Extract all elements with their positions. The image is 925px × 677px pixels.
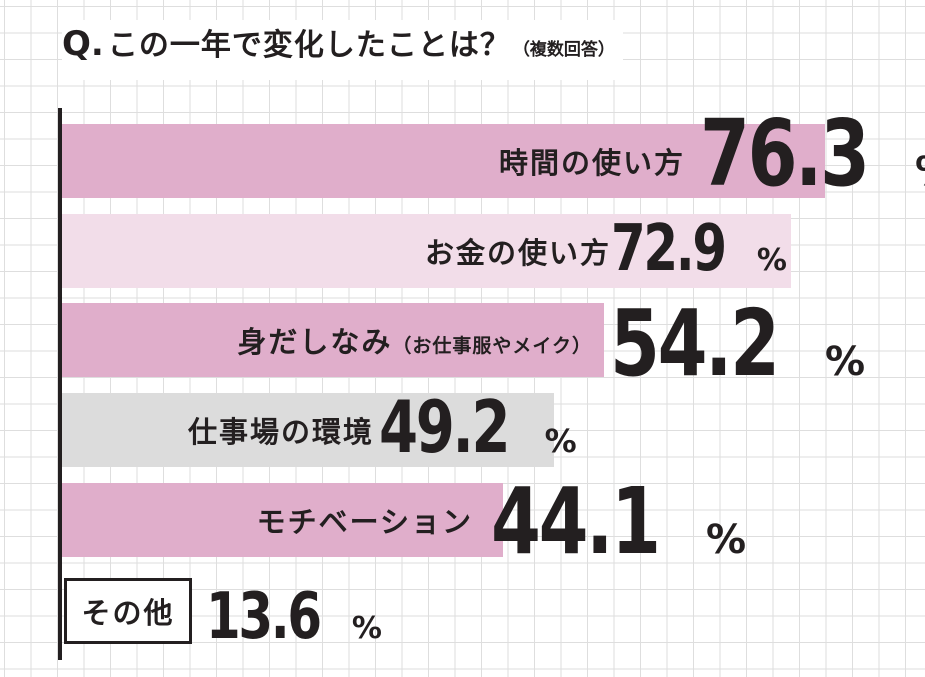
value-number: 72.9: [611, 212, 727, 286]
value-number: 49.2: [379, 385, 511, 469]
value-number: 13.6: [206, 580, 322, 654]
value-number: 54.2: [610, 290, 780, 397]
percent-sign: %: [544, 422, 577, 460]
value-money-usage: 72.9 %: [611, 212, 787, 286]
title-note: （複数回答）: [512, 40, 615, 60]
percent-sign: %: [351, 611, 382, 646]
bar-label-workplace: 仕事場の環境: [187, 415, 374, 449]
bar-label-time-usage: 時間の使い方: [498, 146, 685, 180]
value-motivation: 44.1 %: [491, 468, 746, 575]
value-time-usage: 76.3 %: [700, 100, 925, 207]
value-number: 44.1: [491, 468, 661, 575]
bar-other: その他: [64, 578, 192, 644]
bar-label-money-usage: お金の使い方: [424, 236, 611, 270]
bar-motivation: モチベーション: [62, 483, 503, 557]
percent-sign: %: [756, 243, 787, 278]
value-other: 13.6 %: [206, 580, 382, 654]
percent-sign: %: [706, 517, 747, 563]
bar-time-usage: 時間の使い方: [62, 124, 825, 198]
percent-sign: %: [825, 339, 866, 385]
bar-workplace: 仕事場の環境: [62, 393, 554, 467]
bar-money-usage: お金の使い方: [62, 214, 791, 288]
percent-sign: %: [915, 149, 925, 195]
value-appearance: 54.2 %: [610, 290, 865, 397]
value-workplace: 49.2 %: [379, 385, 577, 469]
title-main: この一年で変化したことは？: [107, 28, 511, 63]
bar-label-appearance-main: 身だしなみ: [237, 325, 393, 359]
y-axis-line: [58, 108, 62, 660]
chart-title: Q. この一年で変化したことは？ （複数回答）: [62, 20, 623, 80]
bar-label-motivation: モチベーション: [256, 505, 473, 539]
bar-label-appearance: 身だしなみ（お仕事服やメイク）: [237, 319, 592, 361]
title-q: Q.: [62, 24, 104, 64]
bar-appearance: 身だしなみ（お仕事服やメイク）: [62, 303, 604, 377]
bar-label-other: その他: [81, 596, 175, 630]
value-number: 76.3: [700, 100, 870, 207]
bar-label-appearance-sub: （お仕事服やメイク）: [392, 335, 592, 357]
